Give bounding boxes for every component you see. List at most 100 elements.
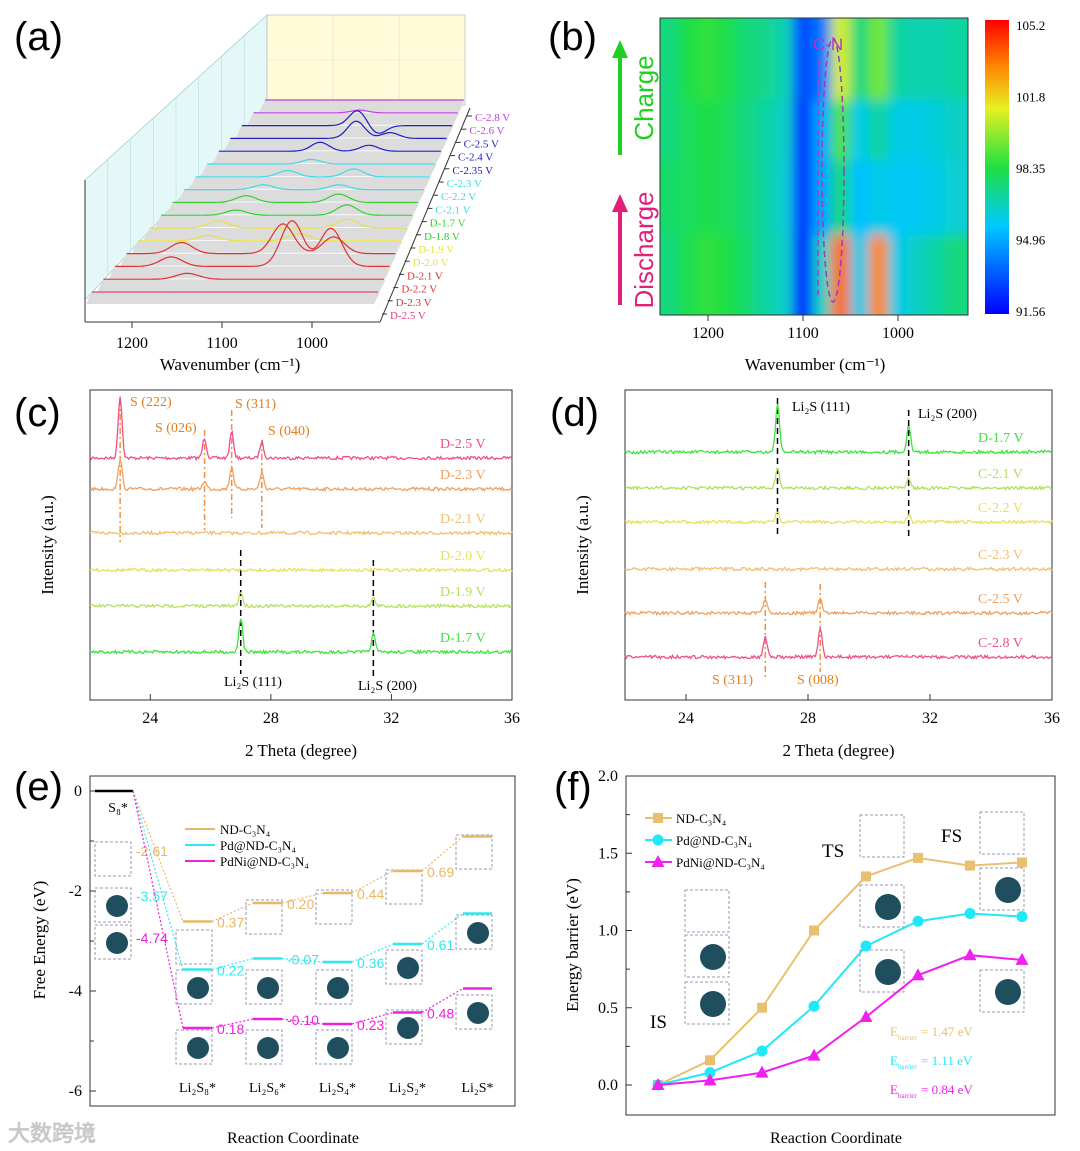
heatmap-cell [755,100,775,160]
heatmap-cell [679,100,699,160]
molecule-structure [684,981,730,1025]
heatmap-clip [660,18,968,315]
molecule-structure [859,814,905,858]
metal-cluster [397,1017,419,1039]
metal-cluster [875,894,901,920]
heatmap-cell [907,235,927,315]
waterfall-curve [195,168,430,178]
heatmap-cell [774,235,794,315]
peak-annotation: S (008) [797,673,839,688]
molecule-structure [175,969,213,1005]
molecule-structure [684,934,730,978]
c3n4-sheet [175,929,213,965]
square-marker [1017,857,1027,868]
xrd-curve [89,566,513,574]
series-label: C-2.2 V [441,191,476,203]
c3n4-sheet [385,1009,423,1045]
molecule-structure [315,969,353,1005]
heatmap-cell [888,235,908,315]
c3n4-sheet [315,889,353,925]
x-tick-label: 1100 [206,335,237,352]
category-label: Li₂S₂* [389,1081,426,1096]
heatmap-cell [736,235,756,315]
c3n4-sheet [979,969,1025,1013]
connector-line [281,892,324,904]
legend-label: PdNi@ND-C₃N₄ [220,854,309,869]
floor-slab [201,164,437,176]
floor-slab [166,202,420,215]
heatmap-cell [888,18,908,100]
panel-label-c: (c) [14,391,61,435]
metal-cluster [467,922,489,944]
circle-marker [964,908,976,920]
metal-cluster [106,895,128,917]
plot-frame [89,389,513,701]
c3n4-sheet [684,889,730,933]
series-label: D-2.5 V [440,437,486,452]
heatmap-cell [755,160,775,235]
connector-line [211,957,254,971]
waterfall-curve [253,109,458,114]
step-energy-label: -4.74 [136,930,168,946]
step-energy-label: 0.48 [427,1006,454,1022]
y-axis-title: Intensity (a.u.) [573,495,592,595]
heatmap-cell [926,160,946,235]
triangle-marker [651,855,665,867]
depth-axis-line [379,107,471,323]
plot-frame [624,389,1053,701]
state-label: TS [822,841,844,862]
metal-cluster [875,959,901,985]
x-tick-label: 1000 [882,325,914,342]
y-tick-label: 0 [74,783,82,800]
series-label: C-2.1 V [435,204,470,216]
molecule-structure [94,887,132,923]
waterfall-curve [126,223,396,255]
series-label: D-2.0 V [440,549,486,564]
metal-cluster [187,977,209,999]
molecule-structure [979,811,1025,855]
heatmap-cell [945,160,968,235]
waterfall-curve [149,218,407,229]
heatmap-cell [736,100,756,160]
legend-label: Pd@ND-C₃N₄ [676,833,752,848]
step-energy-label: -0.07 [287,952,319,968]
metal-cluster [397,957,419,979]
x-tick-label: 1000 [296,335,328,352]
square-marker [757,1002,767,1013]
heatmap-cell [660,100,680,160]
floor-slab [259,100,465,112]
state-label: IS [650,1012,667,1033]
discharge-arrow-head [612,194,628,212]
triangle-marker [807,1048,821,1061]
c3n4-sheet [94,887,132,923]
heatmap-cell [698,100,718,160]
xrd-curve [89,396,513,462]
y-axis-title: Energy barrier (eV) [563,878,582,1012]
c3n4-sheet [245,1029,283,1065]
metal-cluster [467,1002,489,1024]
xrd-curve [89,458,513,493]
legend-label: Pd@ND-C₃N₄ [220,838,296,853]
series-label: D-2.2 V [401,284,437,296]
floor-slab [189,176,431,189]
panel-label-e: (e) [14,765,63,809]
series-label: D-2.1 V [440,512,486,527]
colorbar-tick-label: 91.56 [1016,304,1046,319]
c3n4-sheet [385,949,423,985]
c3n4-sheet [455,994,493,1030]
peak-annotation: S (222) [130,395,172,410]
y-tick-label: 1.5 [598,845,618,862]
y-tick-label: -2 [69,883,82,900]
step-energy-label: 0.37 [217,915,244,931]
heatmap-cell [793,18,813,100]
floor-slab [247,112,460,125]
heatmap-cell [774,160,794,235]
square-marker [965,860,975,871]
waterfall-curve [161,204,413,216]
connector-line [281,957,324,963]
x-axis-title: Wavenumber (cm⁻¹) [160,355,301,374]
heatmap-cell [812,235,832,315]
barrier-value: = 1.47 eV [921,1024,973,1039]
circle-marker [808,1000,820,1012]
series-label: D-1.7 V [430,218,466,230]
